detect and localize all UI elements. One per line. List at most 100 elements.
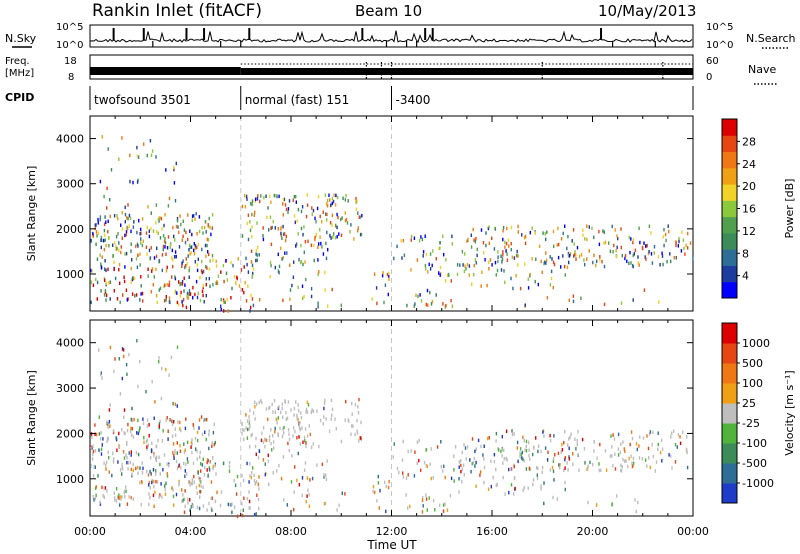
- range-cell: [103, 293, 106, 297]
- range-cell: [275, 194, 277, 198]
- range-cell: [318, 270, 320, 274]
- range-cell: [670, 454, 672, 458]
- range-cell: [544, 232, 546, 236]
- range-cell: [210, 232, 212, 237]
- range-cell: [245, 194, 248, 199]
- colorbar-tick-label: 8: [742, 247, 749, 260]
- range-cell: [292, 198, 294, 202]
- range-cell: [312, 442, 314, 446]
- range-cell: [674, 442, 677, 447]
- range-cell: [299, 427, 301, 432]
- range-cell: [255, 512, 257, 516]
- range-cell: [685, 243, 687, 248]
- range-cell: [413, 474, 416, 478]
- range-cell: [595, 263, 597, 268]
- range-cell: [171, 422, 174, 427]
- range-cell: [621, 253, 623, 258]
- range-cell: [250, 475, 252, 480]
- range-cell: [519, 451, 521, 455]
- range-cell: [274, 226, 276, 230]
- range-cell: [249, 408, 251, 413]
- range-cell: [189, 483, 191, 487]
- range-cell: [149, 456, 152, 460]
- range-cell: [504, 245, 506, 249]
- range-cell: [334, 203, 337, 207]
- range-cell: [111, 473, 113, 478]
- range-cell: [293, 214, 296, 218]
- range-cell: [268, 434, 271, 439]
- range-cell: [274, 265, 276, 270]
- range-cell: [243, 496, 245, 500]
- range-cell: [344, 198, 346, 202]
- range-cell: [349, 230, 351, 234]
- range-cell: [360, 232, 363, 237]
- range-cell: [97, 231, 100, 236]
- range-cell: [158, 422, 161, 426]
- range-cell: [642, 436, 645, 440]
- range-cell: [614, 228, 616, 232]
- range-cell: [405, 493, 407, 497]
- range-cell: [330, 203, 332, 207]
- range-cell: [148, 434, 150, 438]
- colorbar-tick-label: 28: [742, 135, 756, 148]
- range-cell: [505, 249, 507, 253]
- range-cell: [262, 226, 264, 230]
- range-cell: [559, 463, 561, 467]
- range-cell: [118, 496, 120, 500]
- range-cell: [445, 303, 447, 308]
- range-cell: [180, 290, 182, 295]
- range-cell: [115, 247, 117, 251]
- range-cell: [314, 216, 316, 221]
- range-cell: [630, 261, 632, 265]
- range-cell: [107, 267, 109, 272]
- range-cell: [278, 194, 280, 199]
- range-cell: [653, 251, 655, 255]
- range-cell: [137, 465, 139, 470]
- range-cell: [178, 230, 180, 235]
- range-cell: [546, 230, 548, 234]
- range-cell: [261, 400, 263, 405]
- range-cell: [122, 450, 125, 454]
- range-cell: [303, 225, 305, 229]
- range-cell: [552, 459, 555, 463]
- range-cell: [245, 299, 248, 303]
- range-cell: [158, 359, 160, 364]
- range-cell: [475, 447, 477, 451]
- range-cell: [273, 446, 275, 450]
- range-cell: [616, 234, 618, 238]
- range-cell: [171, 434, 174, 438]
- range-cell: [269, 274, 271, 279]
- range-cell: [331, 223, 333, 227]
- range-cell: [566, 246, 568, 251]
- range-cell: [572, 452, 574, 456]
- range-cell: [503, 269, 505, 273]
- range-cell: [314, 237, 316, 242]
- range-cell: [211, 496, 213, 500]
- range-cell: [325, 417, 327, 421]
- range-cell: [463, 443, 465, 447]
- range-cell: [91, 457, 94, 461]
- range-cell: [675, 240, 677, 245]
- range-cell: [307, 239, 309, 244]
- range-cell: [118, 248, 120, 252]
- range-cell: [103, 222, 106, 227]
- range-cell: [582, 233, 584, 237]
- range-cell: [190, 245, 193, 249]
- range-cell: [179, 449, 182, 453]
- range-cell: [109, 345, 112, 350]
- range-cell: [291, 454, 293, 458]
- range-cell: [115, 499, 118, 503]
- range-cell: [336, 508, 338, 512]
- range-cell: [645, 244, 647, 248]
- range-cell: [155, 155, 157, 159]
- range-cell: [193, 426, 195, 430]
- range-cell: [198, 483, 200, 488]
- range-cell: [319, 418, 322, 423]
- range-cell: [536, 476, 539, 481]
- range-cell: [446, 508, 449, 512]
- range-cell: [333, 193, 335, 197]
- range-cell: [106, 436, 109, 440]
- range-cell: [99, 500, 101, 505]
- range-cell: [112, 460, 115, 464]
- range-cell: [557, 226, 559, 231]
